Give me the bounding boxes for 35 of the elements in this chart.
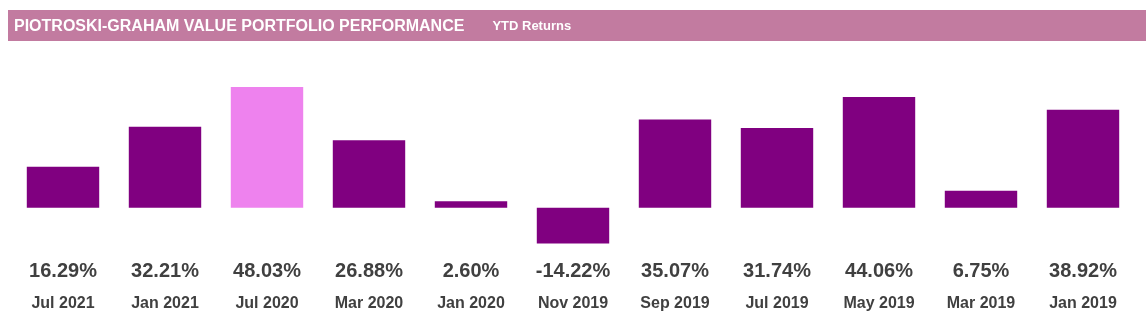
data-label: 44.06% — [845, 259, 914, 281]
bar — [128, 126, 202, 208]
x-tick-label: Jan 2021 — [131, 293, 199, 311]
data-label: 38.92% — [1049, 259, 1118, 281]
x-tick-label: Jan 2020 — [437, 293, 505, 311]
bar — [842, 96, 916, 208]
bar — [332, 140, 406, 208]
bar — [434, 201, 508, 208]
bar — [230, 86, 304, 208]
x-tick-label: Nov 2019 — [537, 293, 609, 311]
data-label: 26.88% — [335, 259, 404, 281]
bar — [638, 119, 712, 208]
chart-subtitle: YTD Returns — [492, 18, 572, 33]
x-tick-label: Jul 2021 — [31, 293, 95, 311]
data-label: 31.74% — [743, 259, 812, 281]
x-tick-label: Jul 2019 — [745, 293, 809, 311]
data-label: 6.75% — [952, 259, 1010, 281]
x-tick-label: Mar 2020 — [334, 293, 404, 311]
x-tick-label: Mar 2019 — [946, 293, 1016, 311]
chart-title: PIOTROSKI-GRAHAM VALUE PORTFOLIO PERFORMANCE — [14, 16, 465, 35]
data-label: -14.22% — [535, 259, 611, 281]
data-label: 16.29% — [29, 259, 98, 281]
bar — [26, 166, 100, 208]
bar — [1046, 109, 1120, 208]
x-tick-label: Jan 2019 — [1049, 293, 1117, 311]
bar — [944, 190, 1018, 208]
data-label: 35.07% — [641, 259, 710, 281]
data-label: 32.21% — [131, 259, 200, 281]
data-label: 48.03% — [233, 259, 302, 281]
bar — [740, 127, 814, 208]
x-tick-label: Jul 2020 — [235, 293, 299, 311]
x-tick-label: Sep 2019 — [640, 293, 710, 311]
bar — [536, 207, 610, 244]
data-label: 2.60% — [442, 259, 500, 281]
x-tick-label: May 2019 — [843, 293, 915, 311]
